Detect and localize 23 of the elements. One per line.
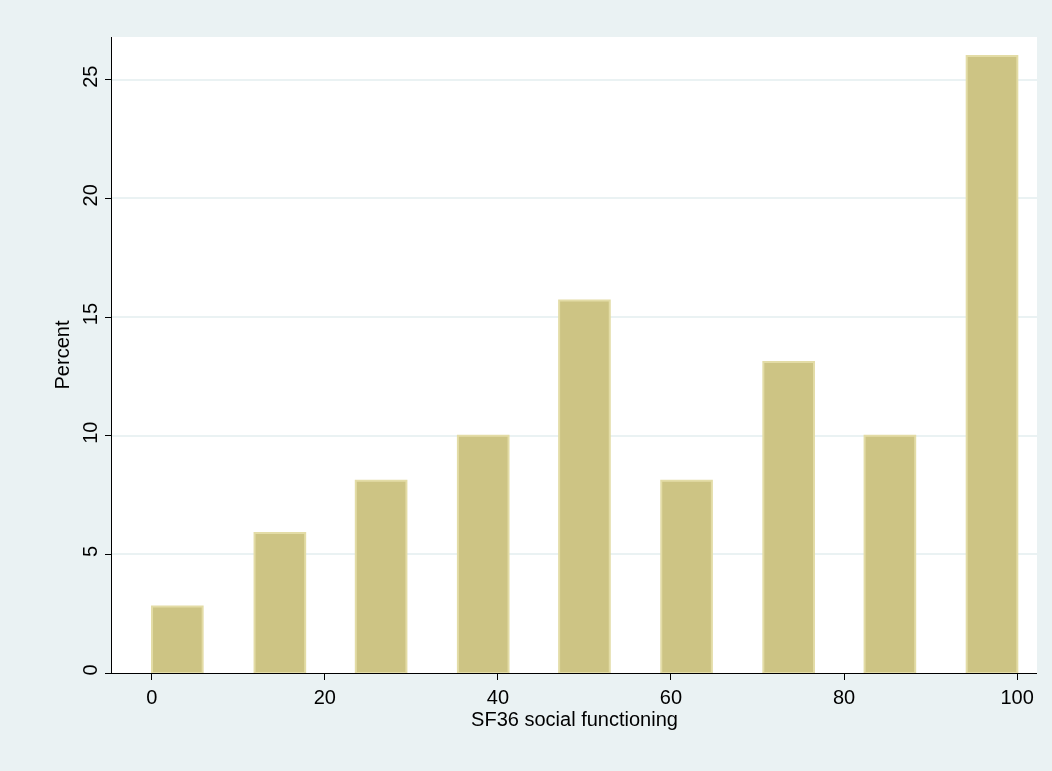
y-tick-label: 25 xyxy=(79,65,101,88)
bar xyxy=(660,479,713,673)
y-tick-label: 5 xyxy=(79,545,101,557)
x-tick-label: 20 xyxy=(313,686,336,708)
x-axis-title: SF36 social functioning xyxy=(471,708,678,730)
y-axis-title: Percent xyxy=(50,320,73,390)
bar xyxy=(863,434,917,673)
bar xyxy=(253,531,307,673)
x-tick-label: 40 xyxy=(486,686,510,708)
x-tick-label: 100 xyxy=(1000,686,1034,708)
y-tick-label: 15 xyxy=(79,302,101,326)
y-tick-label: 0 xyxy=(79,664,101,676)
bar xyxy=(151,605,204,673)
x-tick-label: 60 xyxy=(659,686,683,708)
y-tick-label: 20 xyxy=(79,184,101,207)
x-tick-label: 0 xyxy=(146,686,158,708)
y-tick-label: 10 xyxy=(79,421,101,444)
x-tick-label: 80 xyxy=(832,686,856,708)
bar xyxy=(762,361,815,673)
bar xyxy=(558,299,611,673)
bar xyxy=(354,479,408,673)
bar xyxy=(456,434,510,673)
bar xyxy=(965,54,1019,673)
